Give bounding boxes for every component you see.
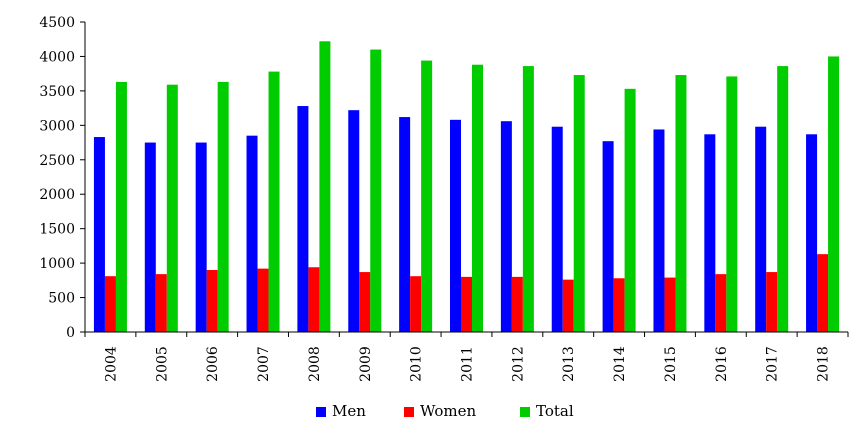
bar-total-2005	[166, 84, 178, 332]
y-tick-label: 4000	[39, 49, 75, 65]
bar-women-2005	[155, 274, 167, 332]
bar-total-2011	[472, 64, 483, 332]
bar-men-2011	[450, 119, 461, 332]
bar-total-2012	[522, 66, 534, 332]
legend-swatch-women	[404, 407, 414, 417]
x-tick-label: 2005	[154, 346, 170, 382]
bar-total-2008	[319, 41, 331, 333]
bar-women-2010	[410, 276, 422, 332]
bar-total-2017	[777, 66, 789, 332]
y-tick-label: 1000	[39, 256, 75, 272]
bars-group	[93, 41, 840, 333]
x-tick-label: 2009	[358, 346, 374, 382]
bar-total-2004	[115, 81, 127, 332]
y-tick-label: 3500	[39, 84, 75, 100]
x-tick-label: 2012	[510, 346, 526, 382]
bar-women-2013	[562, 279, 574, 332]
bar-women-2015	[664, 277, 676, 332]
x-tick-label: 2018	[816, 346, 832, 382]
x-tick-label: 2004	[103, 346, 119, 382]
bar-men-2008	[297, 106, 309, 333]
y-tick-label: 3000	[39, 118, 75, 134]
legend-swatch-total	[520, 407, 530, 417]
bar-women-2014	[613, 278, 625, 332]
bar-men-2009	[348, 110, 360, 332]
x-tick-label: 2013	[561, 346, 577, 382]
y-tick-label: 500	[48, 291, 75, 307]
bar-men-2017	[755, 126, 767, 332]
y-tick-label: 2000	[39, 187, 75, 203]
bar-total-2014	[624, 88, 636, 332]
x-tick-label: 2008	[307, 346, 323, 382]
x-tick-label: 2017	[765, 346, 781, 382]
bar-total-2009	[370, 49, 382, 333]
y-axis: 0 500 1000 1500 2000 2500 3000 3500 4000 4500	[39, 15, 86, 341]
bar-total-2013	[573, 75, 585, 333]
legend-label-men: Men	[332, 402, 366, 420]
x-tick-label: 2014	[612, 346, 628, 382]
x-tick-label: 2011	[460, 346, 476, 382]
x-tick-label: 2007	[256, 346, 272, 382]
bar-men-2007	[246, 135, 258, 332]
legend-label-women: Women	[420, 402, 477, 420]
bar-women-2012	[511, 276, 523, 332]
bar-total-2010	[421, 60, 433, 332]
x-tick-label: 2010	[409, 346, 425, 382]
bar-men-2004	[93, 137, 105, 332]
bar-men-2012	[500, 121, 512, 332]
bar-men-2006	[195, 142, 207, 332]
bar-women-2011	[461, 276, 472, 332]
legend-swatch-men	[316, 407, 326, 417]
bar-total-2015	[675, 75, 687, 333]
bar-men-2016	[704, 134, 716, 332]
bar-women-2016	[715, 274, 727, 332]
x-tick-label: 2016	[714, 346, 730, 382]
bar-total-2007	[268, 71, 280, 332]
legend: Men Women Total	[316, 402, 574, 420]
bar-men-2015	[653, 129, 665, 332]
y-tick-label: 0	[66, 325, 75, 341]
bar-men-2018	[806, 134, 818, 332]
bar-women-2009	[359, 272, 371, 332]
bar-women-2017	[766, 272, 778, 332]
y-tick-label: 2500	[39, 153, 75, 169]
bar-total-2006	[217, 81, 229, 332]
bar-men-2005	[144, 142, 156, 332]
bar-women-2018	[817, 254, 829, 332]
bar-women-2004	[104, 276, 116, 332]
bar-men-2014	[602, 141, 614, 332]
bar-total-2016	[726, 76, 738, 332]
x-tick-label: 2015	[663, 346, 679, 382]
bar-men-2010	[399, 117, 411, 332]
y-tick-label: 4500	[39, 15, 75, 31]
bar-total-2018	[828, 56, 840, 332]
x-axis: 2004 2005 2006 2007 2008 2009 2010 2011 2012 2013…	[84, 331, 849, 382]
y-tick-label: 1500	[39, 222, 75, 238]
bar-women-2006	[206, 270, 218, 332]
legend-label-total: Total	[536, 402, 574, 420]
bar-women-2007	[257, 268, 269, 332]
x-tick-label: 2006	[205, 346, 221, 382]
bar-men-2013	[551, 126, 563, 332]
bar-women-2008	[308, 267, 320, 332]
